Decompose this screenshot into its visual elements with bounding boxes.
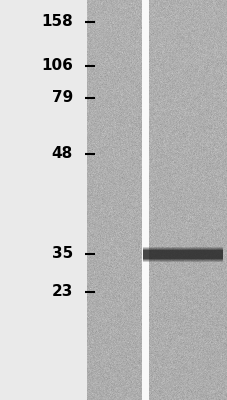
Text: 23: 23 [51,284,73,300]
Text: 79: 79 [52,90,73,106]
Text: 158: 158 [41,14,73,30]
Text: 48: 48 [52,146,73,162]
Text: 106: 106 [41,58,73,74]
Text: 35: 35 [52,246,73,262]
